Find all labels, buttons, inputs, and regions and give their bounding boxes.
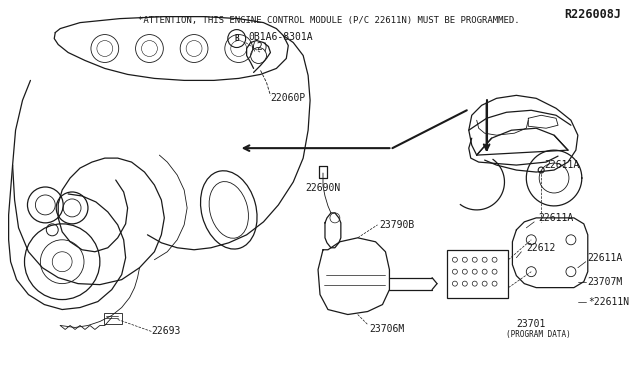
Text: B: B: [234, 34, 239, 43]
Text: (2): (2): [251, 42, 268, 52]
Text: (PROGRAM DATA): (PROGRAM DATA): [506, 330, 572, 339]
Text: 22060P: 22060P: [271, 93, 306, 103]
Text: 23706M: 23706M: [370, 324, 405, 334]
Text: 22612: 22612: [526, 243, 556, 253]
Text: 22690N: 22690N: [305, 183, 340, 193]
Text: 22611A: 22611A: [588, 253, 623, 263]
Text: 23701: 23701: [516, 320, 546, 330]
Text: *ATTENTION, THIS ENGINE CONTROL MODULE (P/C 22611N) MUST BE PROGRAMMED.: *ATTENTION, THIS ENGINE CONTROL MODULE (…: [138, 16, 519, 25]
Bar: [104, 312, 122, 324]
Text: 23790B: 23790B: [380, 220, 415, 230]
Bar: [447, 250, 508, 298]
Text: 22611A: 22611A: [544, 160, 579, 170]
Text: 0B1A6-8301A: 0B1A6-8301A: [248, 32, 313, 42]
Text: *22611N: *22611N: [588, 296, 629, 307]
Text: 22693: 22693: [152, 327, 181, 336]
Text: R226008J: R226008J: [564, 8, 621, 21]
Text: 22611A: 22611A: [538, 213, 573, 223]
Text: 23707M: 23707M: [588, 277, 623, 287]
